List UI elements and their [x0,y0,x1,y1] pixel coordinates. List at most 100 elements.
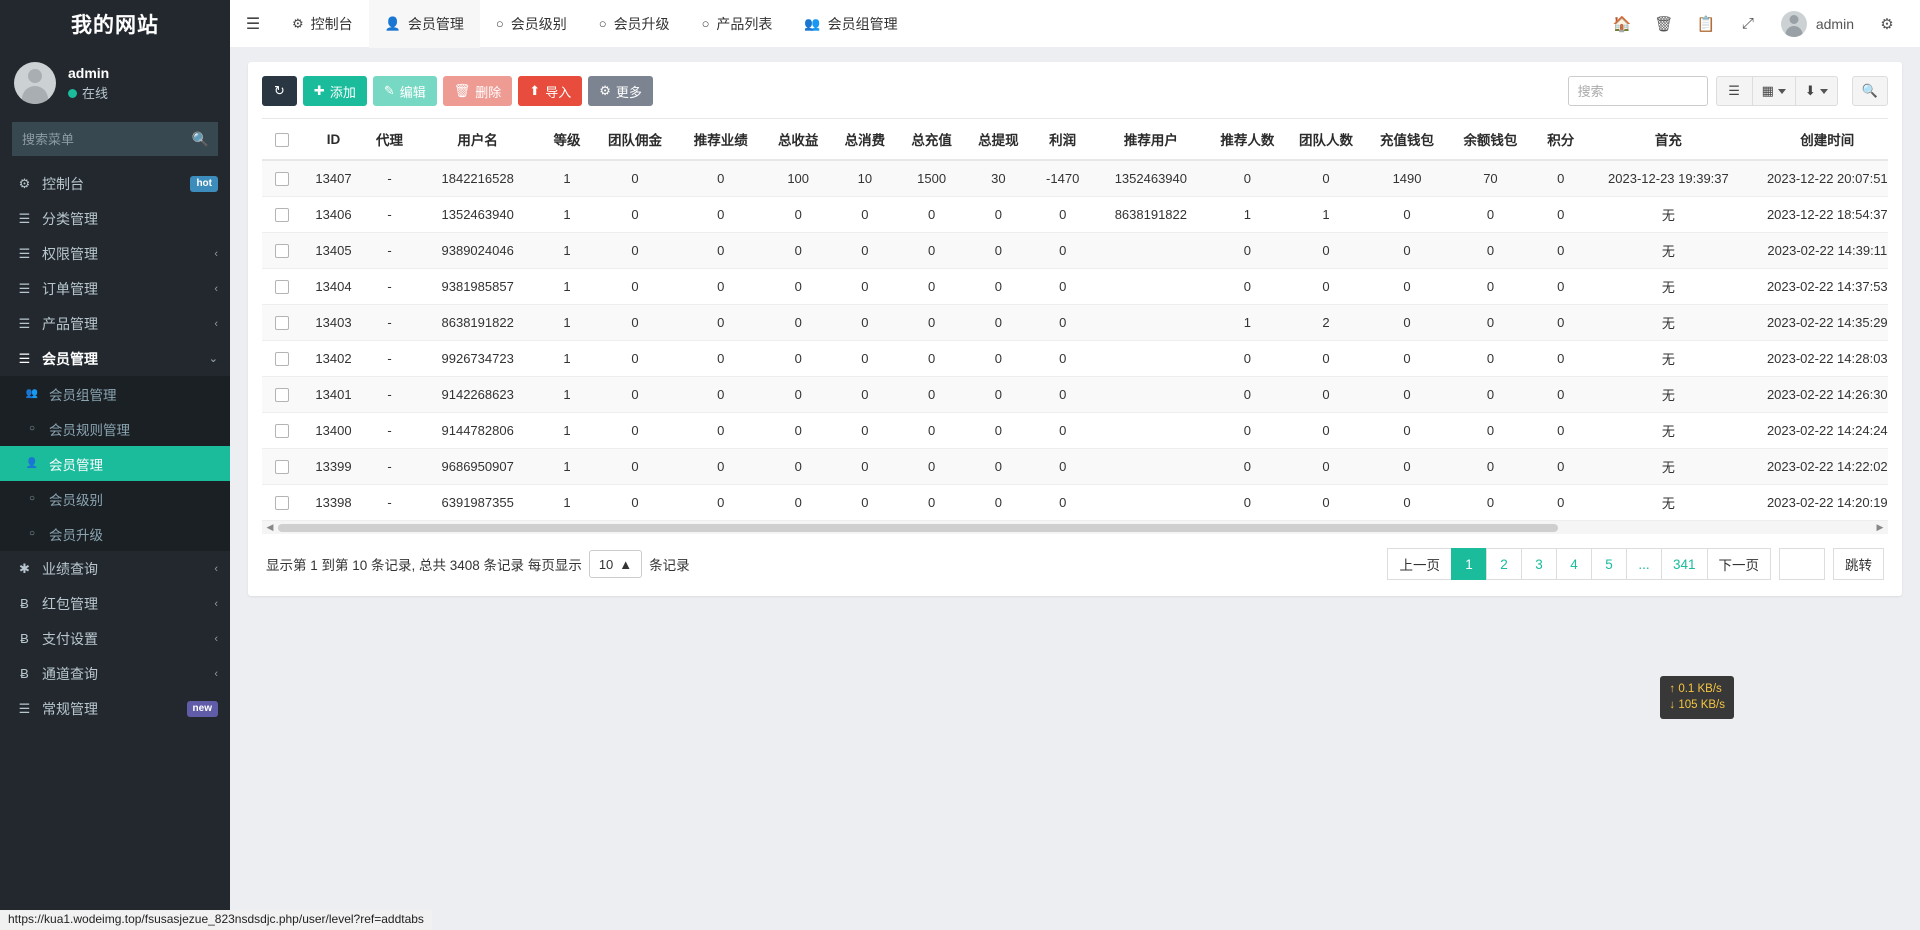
edit-button[interactable]: ✎ 编辑 [372,76,437,106]
search-input[interactable] [1567,76,1708,106]
pagination-prev[interactable]: 上一页 [1387,548,1452,580]
column-header-12[interactable]: 推荐人数 [1208,118,1287,161]
sidebar-item-5[interactable]: ☰ 会员管理 ⌄ [0,341,230,376]
table-row[interactable]: 13402-9926734723 1 0 0 0 0 0 0 0 0 0 0 0 0 无 2023-02-22… [262,340,1888,377]
menu-search[interactable]: 🔍 [12,122,218,156]
table-row[interactable]: 13405-9389024046 1 0 0 0 0 0 0 0 0 0 0 0 0 无 2023-02-22… [262,232,1888,269]
pagination-page-341[interactable]: 341 [1660,548,1708,580]
pagination-page-2[interactable]: 2 [1485,548,1522,580]
column-header-17[interactable]: 首充 [1589,118,1748,161]
row-checkbox-cell[interactable] [262,232,303,269]
column-header-6[interactable]: 总收益 [764,118,832,161]
row-checkbox-cell[interactable] [262,196,303,233]
export-icon[interactable]: ⬇ [1794,76,1838,106]
nav-tab-1[interactable]: 👤 会员管理 [368,0,480,48]
pagination-page-5[interactable]: 5 [1590,548,1627,580]
scroll-right-icon[interactable]: ▶ [1876,522,1884,532]
row-checkbox-cell[interactable] [262,484,303,521]
navbar-user[interactable]: admin [1769,0,1866,48]
sidebar-subitem-link[interactable]: ○ 会员规则管理 [0,411,230,446]
sidebar-subitem-4[interactable]: ○ 会员升级 [0,516,230,551]
row-checkbox-cell[interactable] [262,376,303,413]
row-checkbox[interactable] [275,316,290,331]
column-header-7[interactable]: 总消费 [831,118,899,161]
nav-tab-3[interactable]: ○ 会员升级 [583,0,686,48]
column-header-8[interactable]: 总充值 [898,118,965,161]
sidebar-subitem-0[interactable]: 👥 会员组管理 [0,376,230,411]
search-button[interactable]: 🔍 [1851,76,1888,106]
column-header-4[interactable]: 团队佣金 [593,118,677,161]
row-checkbox-cell[interactable] [262,160,303,197]
row-checkbox[interactable] [275,244,290,259]
row-checkbox[interactable] [275,280,290,295]
column-header-2[interactable]: 用户名 [414,118,541,161]
column-header-18[interactable]: 创建时间 [1747,118,1888,161]
sidebar-item-10[interactable]: ☰ 常规管理 new [0,691,230,726]
column-header-14[interactable]: 充值钱包 [1365,118,1449,161]
pagination-page-3[interactable]: 3 [1520,548,1557,580]
nav-tab-5[interactable]: 👥 会员组管理 [788,0,913,48]
column-header-9[interactable]: 总提现 [964,118,1032,161]
row-checkbox-cell[interactable] [262,412,303,449]
row-checkbox[interactable] [275,208,290,223]
toggle-view-icon[interactable]: ☰ [1715,76,1752,106]
sidebar-subitem-3[interactable]: ○ 会员级别 [0,481,230,516]
sidebar-item-1[interactable]: ☰ 分类管理 [0,201,230,236]
sidebar-item-8[interactable]: Ƀ 支付设置 ‹ [0,621,230,656]
menu-search-input[interactable] [12,122,218,156]
more-button[interactable]: ⚙ 更多 [588,76,653,106]
column-header-10[interactable]: 利润 [1031,118,1094,161]
sidebar-subitem-link[interactable]: 👥 会员组管理 [0,376,230,411]
row-checkbox[interactable] [275,460,290,475]
column-header-15[interactable]: 余额钱包 [1448,118,1533,161]
import-button[interactable]: ⬆ 导入 [518,76,583,106]
table-row[interactable]: 13407-1842216528 1 0 0 100 10 1500 30 -1470 13524… [262,160,1888,197]
sidebar-item-6[interactable]: ✱ 业绩查询 ‹ [0,551,230,586]
page-size-select[interactable]: 10 ▲ [588,550,643,578]
row-checkbox[interactable] [275,496,290,511]
gear-icon[interactable]: ⚙ [1880,15,1894,33]
pagination-page-...[interactable]: ... [1625,548,1662,580]
pagination-page-4[interactable]: 4 [1555,548,1592,580]
column-header-1[interactable]: 代理 [364,118,415,161]
hamburger-icon[interactable]: ☰ [245,15,261,33]
column-header-13[interactable]: 团队人数 [1286,118,1366,161]
home-icon[interactable]: 🏠 [1612,15,1632,33]
sidebar-subitem-link[interactable]: 👤 会员管理 [0,446,230,481]
row-checkbox[interactable] [275,424,290,439]
column-header-0[interactable]: ID [302,118,365,161]
row-checkbox[interactable] [275,352,290,367]
pagination-jump-input[interactable] [1779,548,1825,580]
table-row[interactable]: 13400-9144782806 1 0 0 0 0 0 0 0 0 0 0 0 0 无 2023-02-22… [262,412,1888,449]
sidebar-item-2[interactable]: ☰ 权限管理 ‹ [0,236,230,271]
row-checkbox-cell[interactable] [262,304,303,341]
sidebar-subitem-link[interactable]: ○ 会员升级 [0,516,230,551]
sidebar-item-0[interactable]: ⚙ 控制台 hot [0,166,230,201]
row-checkbox-cell[interactable] [262,340,303,377]
table-row[interactable]: 13404-9381985857 1 0 0 0 0 0 0 0 0 0 0 0 0 无 2023-02-22… [262,268,1888,305]
columns-icon[interactable]: ▦ [1751,76,1795,106]
table-row[interactable]: 13406-1352463940 1 0 0 0 0 0 0 0 8638191822 1 1 0 0 0 无… [262,196,1888,233]
pagination-page-1[interactable]: 1 [1450,548,1487,580]
copy-icon[interactable]: 📋 [1696,15,1716,33]
row-checkbox[interactable] [275,172,290,187]
sidebar-subitem-2[interactable]: 👤 会员管理 [0,446,230,481]
scroll-left-icon[interactable]: ◀ [266,522,274,532]
sidebar-item-3[interactable]: ☰ 订单管理 ‹ [0,271,230,306]
pagination-next[interactable]: 下一页 [1706,548,1771,580]
trash-icon[interactable]: 🗑 [1654,15,1674,33]
column-header-5[interactable]: 推荐业绩 [676,118,765,161]
horizontal-scrollbar[interactable]: ◀ ▶ [262,520,1888,534]
row-checkbox-cell[interactable] [262,448,303,485]
sidebar-item-9[interactable]: Ƀ 通道查询 ‹ [0,656,230,691]
delete-button[interactable]: 🗑 删除 [442,76,513,106]
column-header-3[interactable]: 等级 [540,118,594,161]
row-checkbox-cell[interactable] [262,268,303,305]
sidebar-subitem-link[interactable]: ○ 会员级别 [0,481,230,516]
nav-tab-0[interactable]: ⚙ 控制台 [276,0,369,48]
table-row[interactable]: 13399-9686950907 1 0 0 0 0 0 0 0 0 0 0 0 0 无 2023-02-22… [262,448,1888,485]
fullscreen-icon[interactable]: ⤢ [1741,15,1754,32]
column-header-11[interactable]: 推荐用户 [1093,118,1209,161]
pagination-jump-button[interactable]: 跳转 [1833,548,1884,580]
select-all-checkbox[interactable] [275,132,290,147]
